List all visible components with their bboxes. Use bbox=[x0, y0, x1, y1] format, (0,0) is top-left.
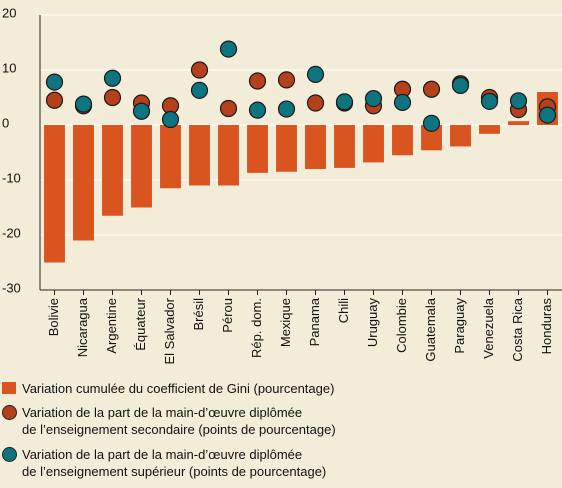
legend-swatch bbox=[2, 405, 17, 420]
x-tick-label: Brésil bbox=[191, 298, 206, 331]
x-tick-label: Guatemala bbox=[423, 297, 438, 361]
bar bbox=[131, 125, 152, 208]
x-tick-label: Venezuela bbox=[481, 297, 496, 358]
dot bbox=[219, 40, 238, 58]
y-tick-label: -30 bbox=[2, 280, 21, 295]
dot bbox=[161, 110, 180, 129]
dot bbox=[103, 69, 122, 87]
legend-label: Variation de la part de la main-d’œuvre … bbox=[22, 447, 327, 479]
dot bbox=[190, 81, 209, 99]
dot bbox=[190, 61, 209, 79]
x-tick-label: Paraguay bbox=[452, 298, 467, 354]
y-tick-label: -10 bbox=[2, 170, 21, 185]
dot bbox=[306, 94, 325, 112]
bar bbox=[276, 125, 297, 172]
dot bbox=[103, 88, 122, 107]
x-tick-label: Chili bbox=[336, 298, 351, 323]
dot bbox=[248, 72, 267, 90]
dot bbox=[132, 102, 151, 120]
dot bbox=[422, 114, 441, 132]
bar bbox=[363, 125, 384, 163]
dot bbox=[306, 65, 325, 84]
dot bbox=[480, 92, 499, 110]
x-tick-label: Colombie bbox=[394, 298, 409, 353]
dot bbox=[277, 71, 296, 89]
legend-label: Variation de la part de la main-d’œuvre … bbox=[22, 405, 336, 437]
bar bbox=[334, 125, 355, 168]
bar bbox=[189, 125, 210, 186]
y-tick-label: 20 bbox=[2, 5, 16, 20]
bar bbox=[392, 125, 413, 156]
legend-swatch bbox=[2, 447, 17, 462]
dot bbox=[45, 73, 64, 91]
dot bbox=[74, 95, 93, 113]
dot bbox=[219, 99, 238, 118]
legend-label: Variation cumulée du coefficient de Gini… bbox=[22, 381, 335, 396]
dot bbox=[393, 93, 412, 112]
x-tick-label: Panama bbox=[307, 297, 322, 346]
legend-swatch bbox=[2, 382, 16, 394]
x-tick-label: Costa Rica bbox=[510, 297, 525, 361]
x-tick-label: Nicaragua bbox=[75, 297, 90, 357]
x-tick-label: Équateur bbox=[133, 297, 148, 350]
dot bbox=[422, 80, 441, 98]
x-tick-label: Rép. dom. bbox=[249, 298, 264, 358]
chart: -30 -20 -10 0 10 20 Bolivie Nicaragua Argentine É… bbox=[2, 5, 562, 364]
bar bbox=[102, 125, 123, 216]
bar bbox=[44, 125, 65, 263]
bar bbox=[73, 125, 94, 241]
bar bbox=[508, 121, 529, 125]
dot bbox=[335, 93, 354, 111]
x-tick-label: El Salvador bbox=[162, 297, 177, 364]
x-tick-label: Uruguay bbox=[365, 298, 380, 348]
dot bbox=[277, 100, 296, 118]
legend-entry: Variation de la part de la main-d’œuvre … bbox=[2, 404, 336, 438]
bar bbox=[160, 125, 181, 189]
x-tick-label: Argentine bbox=[104, 298, 119, 354]
bar bbox=[479, 125, 500, 134]
dot bbox=[538, 106, 557, 124]
dot bbox=[45, 91, 64, 109]
x-tick-label: Mexique bbox=[278, 298, 293, 347]
bar bbox=[218, 125, 239, 186]
bar bbox=[450, 125, 471, 147]
x-tick-label: Pérou bbox=[220, 298, 235, 333]
legend-entry: Variation cumulée du coefficient de Gini… bbox=[2, 380, 335, 397]
y-tick-label: -20 bbox=[2, 225, 21, 240]
dot bbox=[364, 89, 383, 108]
bar bbox=[421, 125, 442, 151]
x-tick-label: Honduras bbox=[539, 298, 554, 355]
bar bbox=[305, 125, 326, 169]
dot bbox=[451, 76, 470, 95]
y-tick-label: 0 bbox=[2, 115, 9, 130]
dot bbox=[248, 101, 267, 119]
dot bbox=[509, 92, 528, 110]
y-tick-label: 10 bbox=[2, 60, 16, 75]
x-tick-label: Bolivie bbox=[46, 298, 61, 336]
bar bbox=[247, 125, 268, 173]
legend-entry: Variation de la part de la main-d’œuvre … bbox=[2, 446, 327, 480]
